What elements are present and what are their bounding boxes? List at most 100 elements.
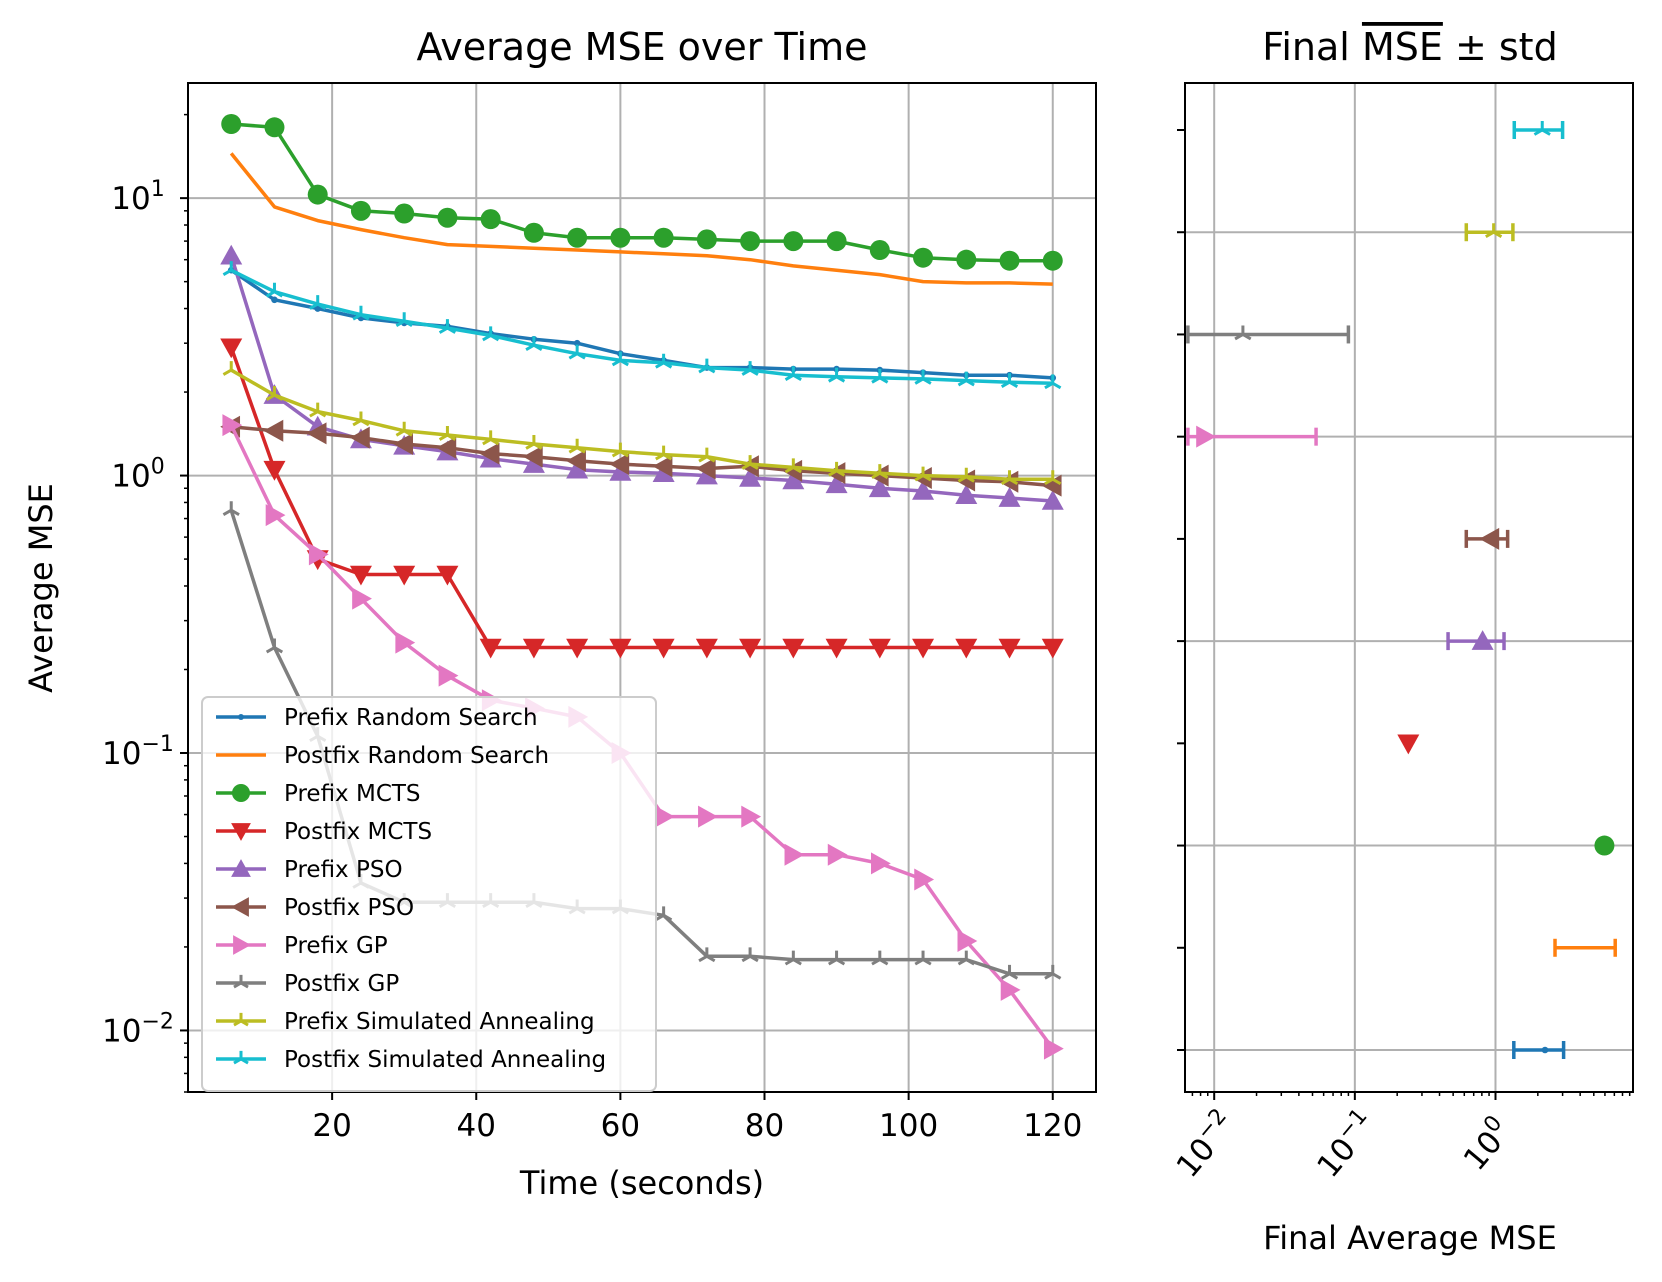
- series-point: [827, 843, 848, 866]
- legend-entry-prefix-random-search: Prefix Random Search: [216, 705, 538, 731]
- series-point: [437, 207, 458, 228]
- legend-marker: [231, 897, 249, 917]
- series-point: [782, 638, 805, 659]
- series-prefix-random-search: [227, 266, 1057, 382]
- series-point: [782, 469, 805, 490]
- line-chart-x-ticks: 20 40 60 80 100 120: [312, 1092, 1082, 1144]
- legend-entry-prefix-pso: Prefix PSO: [216, 857, 403, 883]
- series-point: [522, 445, 543, 468]
- legend-box: [201, 696, 657, 1092]
- series-point: [222, 261, 240, 276]
- series-point: [998, 470, 1019, 493]
- errorbar-postfix-pso: [1464, 527, 1510, 550]
- legend-marker: [233, 1012, 249, 1027]
- series-point: [695, 638, 718, 659]
- errorbar-title-suffix: ± std: [1443, 25, 1558, 69]
- series-point: [394, 203, 415, 224]
- series-point: [871, 950, 889, 966]
- series-point: [395, 421, 413, 437]
- errorbar-prefix-random-search: [1512, 1041, 1566, 1059]
- series-point: [914, 868, 935, 891]
- series-point: [783, 231, 804, 252]
- series-point: [436, 436, 457, 459]
- errorbar-prefix-pso: [1446, 630, 1506, 651]
- series-point: [698, 358, 716, 374]
- series-point: [698, 805, 718, 828]
- errorbar-mean-marker: [1594, 835, 1615, 856]
- x-tick-label: 10−2: [1167, 1104, 1244, 1185]
- legend-entry-prefix-mcts: Prefix MCTS: [216, 781, 421, 807]
- x-tick-label: 120: [1023, 1108, 1082, 1144]
- series-point: [352, 305, 370, 321]
- series-point: [957, 467, 975, 483]
- errorbar-mean-marker: [1234, 325, 1252, 341]
- legend-label: Prefix PSO: [284, 857, 403, 883]
- series-point: [740, 231, 761, 252]
- legend-marker: [232, 784, 250, 802]
- line-chart-x-label: Time (seconds): [519, 1164, 764, 1202]
- series-point: [784, 843, 805, 866]
- series-point: [573, 339, 581, 347]
- series-point: [784, 458, 802, 474]
- series-point: [525, 336, 543, 352]
- x-tick-label: 60: [601, 1108, 640, 1144]
- errorbar-mean-marker: [1479, 527, 1500, 550]
- legend-entry-postfix-gp: Postfix GP: [216, 971, 399, 997]
- series-point: [741, 361, 759, 376]
- series-point: [956, 249, 977, 270]
- series-point: [871, 852, 891, 875]
- legend-marker: [233, 1050, 249, 1065]
- errorbar-prefix-mcts: [1594, 835, 1615, 856]
- legend-entry-postfix-mcts: Postfix MCTS: [216, 819, 432, 845]
- series-point: [955, 469, 976, 492]
- series-point: [871, 464, 889, 479]
- series-point: [914, 466, 932, 482]
- x-tick-label: 80: [745, 1108, 784, 1144]
- series-point: [352, 587, 372, 610]
- legend-marker: [238, 714, 244, 720]
- series-point: [654, 805, 675, 828]
- legend-label: Postfix Random Search: [284, 743, 549, 769]
- legend-label: Postfix GP: [284, 971, 399, 997]
- series-point: [955, 638, 978, 659]
- series-point: [826, 231, 847, 252]
- series-point: [999, 250, 1020, 271]
- series-point: [221, 114, 242, 135]
- series-point: [568, 438, 586, 454]
- errorbar-mean-marker: [1397, 734, 1420, 755]
- series-point: [306, 422, 327, 445]
- series-point: [523, 222, 544, 243]
- series-point: [955, 484, 978, 504]
- y-tick-label: 100: [111, 455, 164, 495]
- series-point: [1043, 1037, 1064, 1060]
- series-point: [263, 460, 286, 481]
- series-point: [479, 442, 500, 465]
- x-tick-label: 100: [1454, 1111, 1519, 1178]
- errorbar-chart-title: Final MSE ± std: [1262, 25, 1557, 69]
- series-point: [479, 638, 502, 659]
- legend: Prefix Random Search Postfix Random Searc…: [201, 696, 657, 1092]
- line-chart-y-label: Average MSE: [22, 483, 60, 693]
- series-point: [482, 430, 500, 446]
- series-postfix-random-search: [229, 152, 1053, 286]
- series-point: [1042, 250, 1063, 271]
- series-point: [222, 361, 240, 376]
- y-tick-label-exp: −1: [142, 732, 174, 757]
- series-point: [695, 457, 716, 480]
- errorbar-chart-panel: Final MSE ± std 10−2 10−1 100 Final Averag…: [1167, 25, 1634, 1257]
- series-point: [609, 453, 630, 476]
- errorbar-mean-marker: [1485, 223, 1503, 239]
- legend-entry-postfix-random-search: Postfix Random Search: [216, 743, 549, 769]
- y-tick-label-exp: 0: [151, 455, 165, 480]
- series-point: [307, 184, 328, 205]
- errorbar-title-overlined: MSE: [1362, 25, 1443, 69]
- series-line: [230, 268, 1053, 386]
- series-point: [1041, 489, 1064, 510]
- series-point: [222, 414, 243, 437]
- series-point: [611, 442, 629, 458]
- series-point: [825, 638, 848, 659]
- series-point: [610, 227, 631, 248]
- series-point: [698, 947, 716, 963]
- y-tick-label-base: 10: [111, 459, 150, 495]
